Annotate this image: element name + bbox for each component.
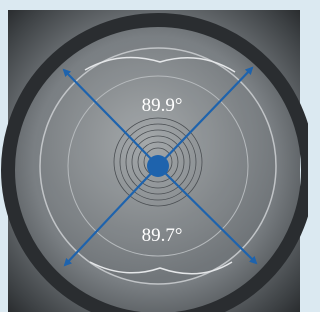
angle-label: 89.7° — [142, 225, 183, 246]
figure: 89.9° 89.7° — [0, 0, 308, 312]
angle-label: 89.9° — [142, 95, 183, 116]
page: 89.9° 89.7° (() => { const data = JSON.p… — [0, 0, 308, 312]
center-dot — [147, 155, 169, 177]
